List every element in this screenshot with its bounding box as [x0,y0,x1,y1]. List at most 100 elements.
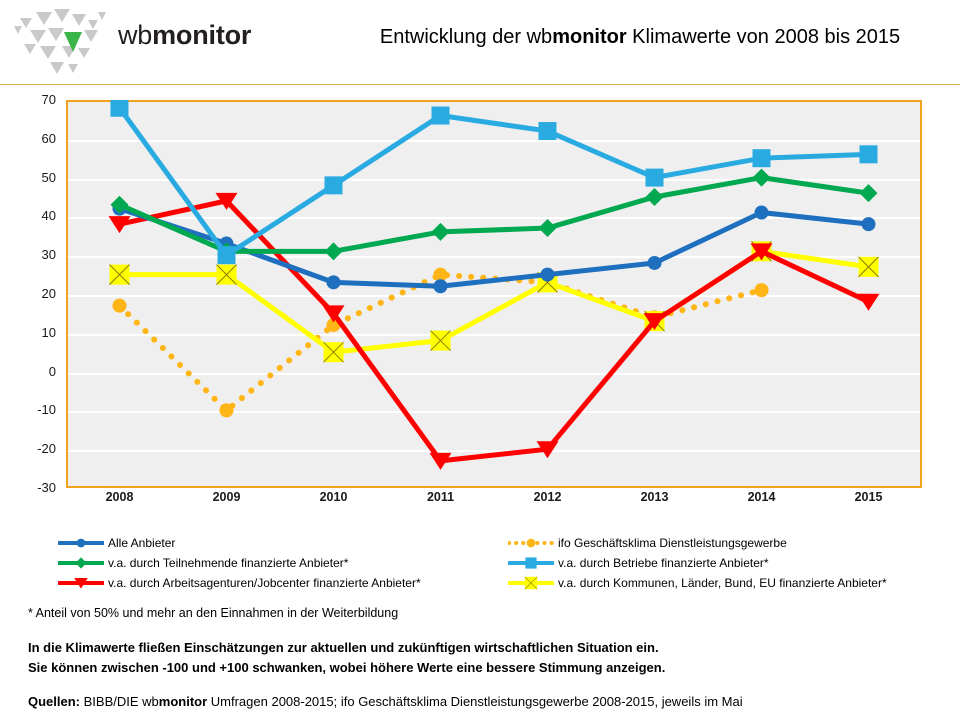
x-axis-tick-label: 2008 [105,490,134,504]
explanation-line-1: In die Klimawerte fließen Einschätzungen… [28,640,659,655]
data-point-marker [536,441,559,459]
legend-item-label: v.a. durch Kommunen, Länder, Bund, EU fi… [558,576,887,590]
gridline [68,450,920,453]
legend-item[interactable]: v.a. durch Betriebe finanzierte Anbieter… [507,556,769,570]
data-point-marker [525,557,537,569]
y-axis-tick-label: 70 [41,92,56,107]
data-point-marker [322,305,345,323]
data-point-marker [645,168,664,187]
explanation-line-2: Sie können zwischen -100 und +100 schwan… [28,660,666,676]
series-line [117,105,871,258]
y-axis-labels: 70 60 50 40 30 20 10 0 -10 -20 -30 [10,92,56,495]
data-point-marker [216,264,237,285]
sources-label: Quellen: [28,694,81,710]
gridline [68,139,920,142]
data-point-marker [75,557,87,569]
title-bold-monitor: monitor [552,26,627,48]
data-point-marker [859,145,878,164]
legend-item-label: v.a. durch Arbeitsagenturen/Jobcenter fi… [108,576,421,590]
y-axis-tick-label: -30 [37,480,56,495]
data-point-marker [323,341,344,363]
x-axis-tick-label: 2010 [319,490,348,504]
legend-item[interactable]: v.a. durch Teilnehmende finanzierte Anbi… [57,556,349,570]
data-point-marker [754,205,769,220]
logo-text-bold: monitor [152,20,252,50]
y-axis-tick-label: 20 [41,286,56,301]
gridline [68,256,920,259]
logo: wbmonitor [6,4,251,80]
legend-item-label: Alle Anbieter [108,536,176,550]
y-axis-tick-label: -10 [37,402,56,418]
data-point-marker [524,576,538,590]
legend-item[interactable]: ifo Geschäftsklima Dienstleistungsgewerb… [507,536,787,550]
legend-item-label: ifo Geschäftsklima Dienstleistungsgewerb… [558,536,787,550]
data-point-marker [433,267,448,282]
wbmonitor-triangles-logo [14,9,106,74]
data-point-marker [645,188,664,206]
legend-circle-icon [507,536,555,550]
chart-series-layer [108,100,880,470]
legend-item-label: v.a. durch Teilnehmende finanzierte Anbi… [108,556,349,570]
data-point-marker [859,184,878,203]
series-line [117,175,871,254]
data-point-marker [326,275,341,290]
series-4 [110,100,878,265]
x-axis-tick-label: 2011 [426,490,455,504]
gridline [68,333,920,336]
data-point-marker [324,242,343,261]
data-point-marker [538,219,557,238]
logo-wordmark: wbmonitor [118,20,251,51]
data-point-marker [112,298,127,313]
data-point-marker [858,256,879,278]
y-axis-tick-label: 0 [48,363,56,379]
y-axis-tick-label: -20 [37,441,56,457]
data-point-marker [431,222,450,241]
gridline [68,411,920,414]
data-point-marker [431,106,450,125]
sources-post: Umfragen 2008-2015; ifo Geschäftsklima D… [207,694,743,710]
data-point-marker [750,243,773,261]
gridline [68,217,920,220]
data-point-marker [647,255,662,270]
data-point-marker [76,538,86,548]
legend-triangle-icon [57,576,105,590]
footnote-text: * Anteil von 50% und mehr an den Einnahm… [28,606,399,620]
y-axis-tick-label: 60 [41,130,56,146]
notes-block: * Anteil von 50% und mehr an den Einnahm… [28,606,948,709]
plot-area [66,100,922,488]
legend-item-label: v.a. durch Betriebe finanzierte Anbieter… [558,556,769,570]
data-point-marker [538,122,557,141]
data-point-marker [857,293,880,311]
x-axis-tick-label: 2012 [533,490,562,504]
page-header: wbmonitor Entwicklung der wbmonitor Klim… [0,0,960,85]
data-point-marker [526,538,536,548]
y-axis-tick-label: 10 [41,324,56,340]
legend-item[interactable]: v.a. durch Arbeitsagenturen/Jobcenter fi… [57,576,421,590]
sources-bold-monitor: monitor [158,694,208,710]
data-point-marker [74,578,88,589]
title-part-1: Entwicklung der wb [379,26,553,48]
x-axis-tick-label: 2014 [747,490,776,504]
legend-item[interactable]: v.a. durch Kommunen, Länder, Bund, EU fi… [507,576,887,590]
data-point-marker [110,195,129,214]
data-point-marker [643,313,666,331]
chart-area: 70 60 50 40 30 20 10 0 -10 -20 -30 2008 2009 2010 201… [0,86,960,526]
y-axis-tick-label: 40 [41,208,56,224]
legend-diamond-icon [57,556,105,570]
data-point-marker [109,264,130,285]
data-point-marker [433,279,448,294]
logo-text-light: wb [118,20,153,50]
data-point-marker [110,100,129,117]
x-axis-tick-label: 2009 [212,490,241,504]
gridline [68,178,920,181]
series-line [117,198,871,464]
sources-text: Quellen: BIBB/DIE wbmonitor Umfragen 200… [28,694,948,709]
y-axis-tick-label: 30 [41,247,56,263]
explanation-text: In die Klimawerte fließen Einschätzungen… [28,638,948,678]
data-point-marker [215,192,238,210]
data-point-marker [752,149,771,168]
legend-x-icon [507,576,555,590]
data-point-marker [429,452,452,470]
x-axis-tick-label: 2013 [640,490,669,504]
legend-item[interactable]: Alle Anbieter [57,536,176,550]
